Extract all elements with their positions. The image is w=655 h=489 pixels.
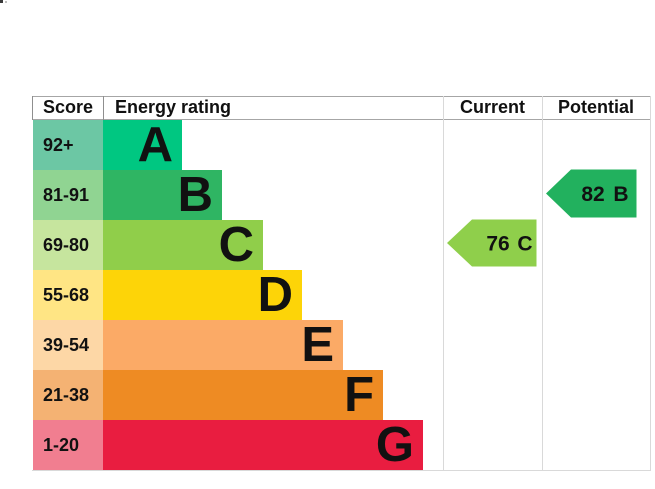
rating-band-bar: B [103,170,222,220]
score-range-cell: 39-54 [33,320,103,370]
score-range-label: 55-68 [43,284,90,305]
potential-band-letter: B [613,183,628,206]
current-rating-arrow: 76 C [447,219,537,267]
score-range-label: 81-91 [43,184,90,205]
score-column-divider [103,96,104,120]
rating-band-letter: E [301,318,334,372]
score-range-cell: 1-20 [33,420,103,470]
rating-band-bar: A [103,120,182,170]
potential-column-header: Potential [557,97,634,117]
current-band-letter: C [517,233,532,256]
table-bottom-border [32,470,651,471]
potential-column-left-border [542,96,543,471]
rating-band-letter: B [177,168,213,222]
energy-rating-column-header: Energy rating [115,97,232,117]
band-row: 1-20 G [33,420,423,470]
band-row: 55-68 D [33,270,302,320]
rating-band-bar: C [103,220,263,270]
corner-artifact-dot-2 [5,1,7,3]
current-column-header: Current [459,97,525,117]
rating-band-letter: C [218,218,254,272]
current-column-left-border [443,96,444,471]
score-range-label: 21-38 [43,384,90,405]
rating-band-bar: E [103,320,343,370]
score-range-cell: 69-80 [33,220,103,270]
table-right-border [650,96,651,471]
rating-band-letter: G [375,418,414,472]
score-range-cell: 92+ [33,120,103,170]
current-arrow-shape [447,219,537,267]
band-row: 69-80 C [33,220,263,270]
potential-score-value: 82 [581,183,604,206]
potential-rating-arrow: 82 B [546,169,637,218]
score-range-label: 92+ [43,134,74,155]
rating-band-bar: G [103,420,423,470]
score-range-label: 39-54 [43,334,90,355]
header-bottom-border [32,119,651,120]
table-top-border [32,96,651,97]
rating-band-letter: A [137,118,173,172]
score-range-label: 1-20 [43,434,80,455]
rating-band-letter: F [344,368,374,422]
rating-band-bar: F [103,370,383,420]
score-range-cell: 21-38 [33,370,103,420]
score-range-cell: 55-68 [33,270,103,320]
rating-band-letter: D [257,268,293,322]
rating-band-bar: D [103,270,302,320]
band-row: 81-91 B [33,170,222,220]
current-score-value: 76 [486,233,509,256]
potential-arrow-shape [546,169,637,218]
band-row: 39-54 E [33,320,343,370]
band-row: 92+ A [33,120,182,170]
band-row: 21-38 F [33,370,383,420]
score-column-header: Score [42,97,94,117]
score-range-label: 69-80 [43,234,90,255]
score-range-cell: 81-91 [33,170,103,220]
corner-artifact-dot [0,0,3,3]
header-left-border [32,96,33,120]
